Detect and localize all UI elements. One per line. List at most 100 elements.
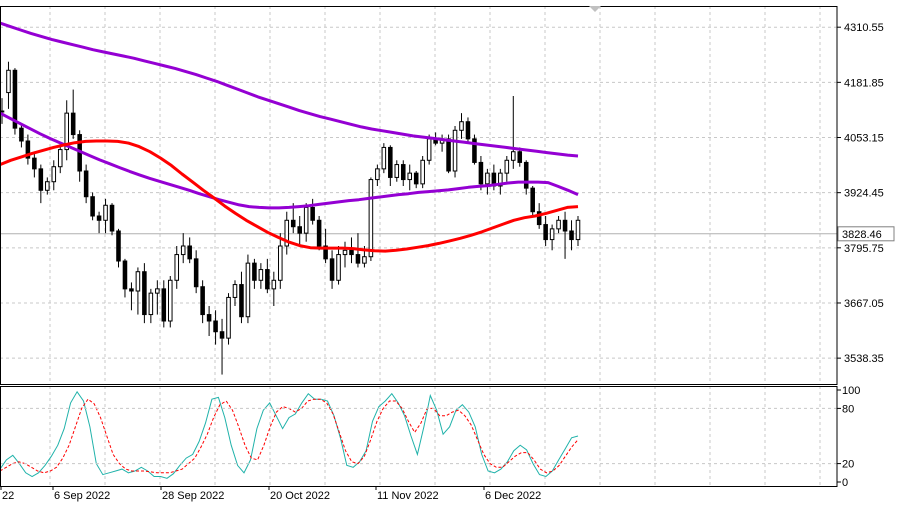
candle-bull xyxy=(245,262,251,318)
candle xyxy=(6,61,11,109)
candle xyxy=(472,134,477,165)
candle xyxy=(96,211,102,234)
candle-bull xyxy=(549,228,555,241)
candle xyxy=(161,280,167,328)
current-price-box xyxy=(837,226,895,242)
candle-bear xyxy=(290,219,296,228)
candle xyxy=(135,267,141,315)
candle xyxy=(478,156,484,191)
stochastic-oscillator xyxy=(0,390,837,479)
axes xyxy=(0,6,895,490)
candle-bear xyxy=(122,260,128,290)
candle-bull xyxy=(336,254,341,281)
price-tick-label: 4053.15 xyxy=(844,133,884,145)
candle-bear xyxy=(38,168,44,191)
candle-bull xyxy=(174,254,180,281)
candle xyxy=(485,168,490,195)
candle xyxy=(530,186,535,216)
candle xyxy=(19,123,24,148)
candle xyxy=(252,258,257,289)
candle-bull xyxy=(278,245,283,281)
candle-bull xyxy=(452,129,458,172)
candle xyxy=(38,164,44,204)
candle-bear xyxy=(116,230,121,262)
candle xyxy=(116,228,121,268)
candle-bear xyxy=(310,206,315,221)
candle-bear xyxy=(83,170,89,198)
candle xyxy=(303,203,309,242)
price-tick-label: 4310.55 xyxy=(844,22,884,34)
candle xyxy=(459,113,464,139)
candle xyxy=(368,177,374,261)
candle xyxy=(498,168,503,195)
candle xyxy=(400,160,406,186)
candle xyxy=(549,224,555,251)
oscillator-tick-label: 20 xyxy=(842,459,854,471)
candle-bear xyxy=(355,254,361,264)
candle xyxy=(25,134,31,165)
candle-bear xyxy=(129,288,134,292)
candle xyxy=(103,198,108,234)
candle xyxy=(413,171,419,189)
date-tick-label: 28 Sep 2022 xyxy=(162,490,224,502)
candle xyxy=(57,143,63,174)
date-tick-label: 20 Oct 2022 xyxy=(270,490,330,502)
candle xyxy=(122,258,128,298)
axis-labels: 4310.55 4181.85 4053.15 3924.45 3795.75 3667.… xyxy=(2,22,884,502)
candle xyxy=(245,254,251,324)
candle-bull xyxy=(180,245,186,256)
candle-bear xyxy=(297,226,302,234)
date-tick-label: 22 xyxy=(2,490,14,502)
candle xyxy=(465,117,471,144)
date-tick-label: 11 Nov 2022 xyxy=(377,490,439,502)
candle-bull xyxy=(407,172,413,181)
candle xyxy=(226,293,231,345)
candle-bull xyxy=(45,181,50,191)
candle-bear xyxy=(465,121,471,140)
shift-marker-icon xyxy=(589,6,601,12)
candle-bear xyxy=(388,146,393,178)
candle-bear xyxy=(239,284,244,318)
candle-bull xyxy=(362,256,367,264)
candle-bear xyxy=(517,151,523,163)
candle-bull xyxy=(375,168,380,181)
price-tick-label: 4181.85 xyxy=(844,77,884,89)
candle xyxy=(187,237,192,264)
candle xyxy=(388,145,393,186)
candle-bull xyxy=(148,292,154,316)
moving-average-line xyxy=(0,139,579,253)
candle xyxy=(51,160,57,191)
candle-bear xyxy=(200,286,205,316)
candle xyxy=(155,280,160,315)
candle xyxy=(375,164,380,186)
candle xyxy=(504,156,510,182)
candle xyxy=(349,237,354,264)
candle-bear xyxy=(193,258,199,288)
candle xyxy=(180,233,186,264)
candle-bull xyxy=(271,279,277,290)
candle-bear xyxy=(252,262,257,281)
candle xyxy=(342,241,348,268)
candle-bear xyxy=(25,140,31,159)
candle-bear xyxy=(400,164,406,181)
candle-bear xyxy=(569,230,574,241)
candle-bull xyxy=(155,288,160,294)
candle xyxy=(45,177,50,195)
candle xyxy=(336,246,341,285)
candle xyxy=(407,164,413,191)
candle xyxy=(511,96,516,169)
moving-average-line xyxy=(0,111,579,210)
price-tick-label: 3795.75 xyxy=(844,243,884,255)
candle-bull xyxy=(103,204,108,221)
price-tick-label: 3667.05 xyxy=(844,298,884,310)
candle xyxy=(77,130,82,182)
candle-bull xyxy=(459,121,464,131)
candle-bull xyxy=(167,279,173,322)
candle-bear xyxy=(219,331,225,339)
candle xyxy=(200,280,205,324)
candle xyxy=(523,160,529,195)
candle-bear xyxy=(413,172,419,185)
candle-bear xyxy=(543,224,548,241)
candles xyxy=(0,61,581,375)
candle-bear xyxy=(472,138,477,163)
